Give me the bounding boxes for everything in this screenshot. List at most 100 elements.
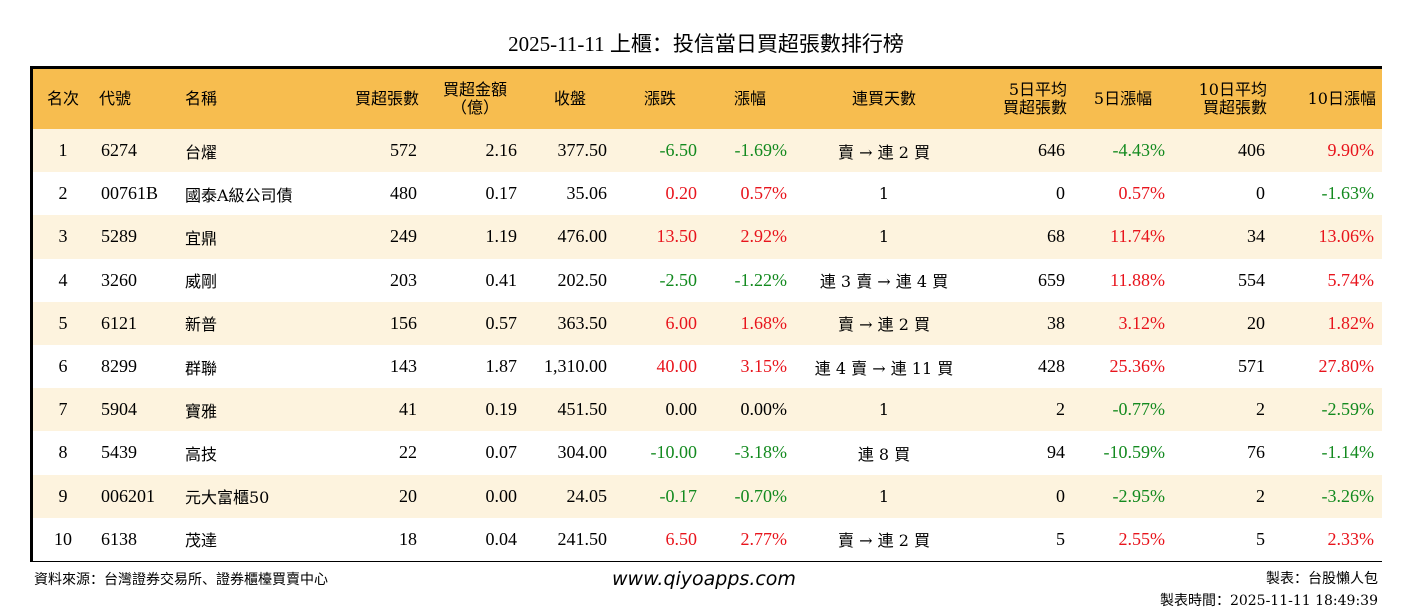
pct10-cell: 9.90% [1327, 140, 1375, 161]
name-cell: 新普 [185, 315, 218, 335]
col-header-net-buy-amount: 買超金額 （億） [442, 80, 507, 117]
streak-cell: 賣 → 連 2 買 [838, 142, 930, 162]
name-cell: 群聯 [185, 358, 218, 378]
avg10-cell: 554 [1238, 269, 1265, 290]
change-cell: 0.00 [665, 399, 698, 420]
col-header-avg10: 10日平均 買超張數 [1198, 80, 1267, 117]
pct5-cell: 3.12% [1118, 312, 1166, 333]
change-cell: -0.17 [659, 485, 698, 506]
streak-cell: 連 8 買 [857, 444, 911, 464]
streak-cell: 賣 → 連 2 買 [838, 531, 930, 551]
col-header-pct10: 10日漲幅 [1307, 89, 1376, 108]
code-cell: 5439 [101, 442, 137, 463]
code-cell: 5904 [101, 399, 137, 420]
change-cell: 6.50 [665, 528, 698, 549]
col-header-pct5: 5日漲幅 [1093, 89, 1153, 108]
change-pct-cell: -1.22% [734, 269, 788, 290]
avg5-cell: 5 [1056, 528, 1065, 549]
data-source: 資料來源：台灣證券交易所、證券櫃檯買賣中心 [34, 572, 328, 588]
name-cell: 台燿 [185, 142, 218, 162]
avg10-cell: 406 [1238, 140, 1265, 161]
name-cell: 國泰A級公司債 [185, 185, 293, 205]
avg10-cell: 0 [1256, 183, 1265, 204]
col-header-change: 漲跌 [643, 89, 676, 108]
website-watermark: www.qiyoapps.com [612, 568, 796, 590]
name-cell: 元大富櫃50 [185, 488, 270, 508]
pct5-cell: 11.74% [1110, 226, 1165, 247]
footer-credits: 製表：台股懶人包 製表時間：2025-11-11 18:49:39 [1160, 568, 1378, 612]
streak-cell: 1 [878, 486, 890, 506]
name-cell: 寶雅 [185, 401, 218, 421]
pct5-cell: 11.88% [1110, 269, 1165, 290]
streak-cell: 1 [878, 184, 890, 204]
table-row: 8 5439 高技 22 0.07 304.00 -10.00 -3.18% 連 8 買 94 -1… [33, 431, 1382, 475]
rank-cell: 3 [58, 226, 68, 247]
code-cell: 8299 [101, 356, 137, 377]
pct10-cell: -1.63% [1321, 183, 1375, 204]
change-pct-cell: -3.18% [734, 442, 788, 463]
rank-cell: 1 [58, 140, 68, 161]
avg5-cell: 94 [1047, 442, 1065, 463]
close-cell: 35.06 [566, 183, 608, 204]
code-cell: 006201 [101, 485, 155, 506]
streak-cell: 1 [878, 400, 890, 420]
pct10-cell: 1.82% [1327, 312, 1375, 333]
table-row: 6 8299 群聯 143 1.87 1,310.00 40.00 3.15% 連 4 賣 → … [33, 344, 1382, 389]
table-row: 2 00761B 國泰A級公司債 480 0.17 35.06 0.20 0.57% 1 0 0.5… [33, 172, 1382, 216]
col-header-close: 收盤 [553, 89, 586, 108]
code-cell: 6138 [101, 528, 137, 549]
pct5-cell: -0.77% [1112, 399, 1166, 420]
col-header-rank: 名次 [46, 89, 79, 108]
close-cell: 241.50 [557, 528, 608, 549]
rank-cell: 10 [54, 528, 72, 549]
col-header-code: 代號 [99, 89, 132, 108]
rank-cell: 4 [58, 269, 68, 290]
net-buy-amount-cell: 1.19 [485, 226, 518, 247]
code-cell: 3260 [101, 269, 137, 290]
pct10-cell: -1.14% [1321, 442, 1375, 463]
col-header-streak: 連買天數 [851, 89, 916, 108]
close-cell: 304.00 [557, 442, 608, 463]
avg10-cell: 34 [1247, 226, 1265, 247]
close-cell: 377.50 [557, 140, 608, 161]
pct10-cell: 2.33% [1327, 528, 1375, 549]
streak-cell: 1 [878, 227, 890, 247]
avg5-cell: 659 [1038, 269, 1065, 290]
avg10-cell: 5 [1256, 528, 1265, 549]
table-row: 3 5289 宜鼎 249 1.19 476.00 13.50 2.92% 1 68 11.74% 3… [33, 215, 1382, 259]
close-cell: 363.50 [557, 312, 608, 333]
ranking-table-container: 名次 代號 名稱 買超張數 買超金額 （億） 收盤 漲跌 漲幅 連買天數 5日平… [30, 66, 1382, 562]
close-cell: 1,310.00 [544, 356, 607, 377]
change-cell: 0.20 [665, 183, 698, 204]
net-buy-lots-cell: 18 [399, 528, 417, 549]
name-cell: 茂達 [185, 531, 218, 551]
avg5-cell: 646 [1038, 140, 1065, 161]
name-cell: 宜鼎 [185, 228, 218, 248]
streak-cell: 連 3 賣 → 連 4 買 [819, 272, 949, 292]
page-title: 2025-11-11 上櫃：投信當日買超張數排行榜 [508, 32, 904, 56]
avg10-cell: 76 [1247, 442, 1265, 463]
avg10-cell: 571 [1238, 356, 1265, 377]
net-buy-amount-cell: 0.17 [485, 183, 518, 204]
code-cell: 00761B [101, 183, 159, 204]
change-pct-cell: 3.15% [740, 356, 788, 377]
pct10-cell: 13.06% [1318, 226, 1375, 247]
net-buy-lots-cell: 41 [399, 399, 417, 420]
close-cell: 451.50 [557, 399, 608, 420]
table-row: 7 5904 寶雅 41 0.19 451.50 0.00 0.00% 1 2 -0.77% 2 -2.… [33, 388, 1382, 432]
rank-cell: 5 [58, 312, 68, 333]
change-cell: -10.00 [650, 442, 698, 463]
made-time: 製表時間：2025-11-11 18:49:39 [1159, 593, 1378, 609]
change-pct-cell: 0.00% [740, 399, 788, 420]
col-header-net-buy-lots: 買超張數 [354, 89, 419, 108]
pct5-cell: -2.95% [1112, 485, 1166, 506]
change-pct-cell: 0.57% [740, 183, 788, 204]
name-cell: 高技 [185, 444, 218, 464]
avg10-cell: 20 [1247, 312, 1265, 333]
pct5-cell: -10.59% [1103, 442, 1166, 463]
avg5-cell: 0 [1056, 183, 1065, 204]
net-buy-amount-cell: 0.57 [485, 312, 518, 333]
net-buy-lots-cell: 156 [390, 312, 417, 333]
pct5-cell: 2.55% [1118, 528, 1166, 549]
change-cell: 13.50 [656, 226, 698, 247]
